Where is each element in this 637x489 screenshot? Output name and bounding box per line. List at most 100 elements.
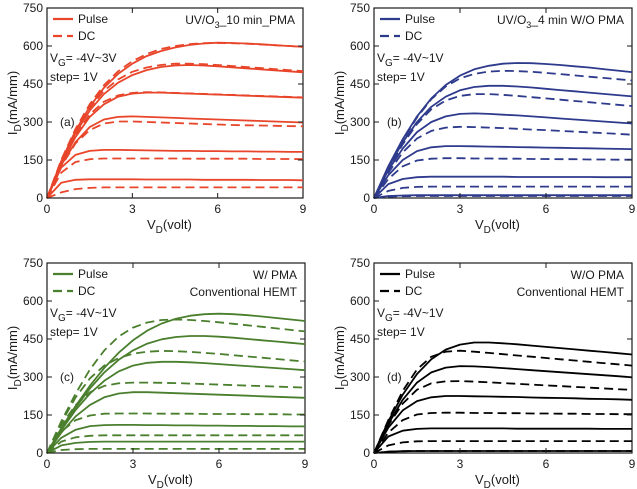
y-tick-label: 600 bbox=[350, 39, 370, 53]
x-tick-label: 6 bbox=[543, 202, 550, 216]
series-line-pulse-3 bbox=[46, 360, 306, 454]
x-axis-label: VD(volt) bbox=[147, 217, 192, 236]
x-axis-label: VD(volt) bbox=[475, 472, 520, 489]
x-tick-label: 9 bbox=[629, 202, 636, 216]
y-axis-label-part-1: D bbox=[340, 379, 351, 386]
panel-title-part-0: UV/O bbox=[185, 13, 214, 27]
series-line-pulse-4 bbox=[46, 335, 306, 454]
series-line-pulse-3 bbox=[373, 365, 633, 454]
y-tick-label: 450 bbox=[350, 77, 370, 91]
series-line-dc-10 bbox=[373, 93, 633, 199]
x-tick-label: 3 bbox=[457, 202, 464, 216]
series-line-pulse-4 bbox=[373, 341, 633, 454]
y-axis-label-part-0: I bbox=[5, 132, 20, 136]
panel-title: UV/O3_4 min W/O PMA bbox=[497, 13, 624, 30]
series-line-pulse-2 bbox=[46, 391, 306, 454]
y-axis-label: ID(mA/mm) bbox=[332, 326, 351, 390]
y-axis-label-part-2: (mA/mm) bbox=[332, 326, 347, 379]
x-axis-label: VD(volt) bbox=[148, 472, 193, 489]
y-tick-label: 150 bbox=[350, 408, 370, 422]
chart-panel-a: 0 3 6 90150300450600750VD(volt)ID(mA/mm)Pul… bbox=[5, 1, 307, 236]
legend-label-pulse: Pulse bbox=[78, 12, 108, 26]
y-axis-label: ID(mA/mm) bbox=[5, 326, 24, 390]
series-line-dc-11 bbox=[46, 318, 306, 454]
series-line-pulse-1 bbox=[46, 423, 305, 454]
y-tick-label: 0 bbox=[363, 446, 370, 460]
y-tick-label: 600 bbox=[23, 294, 43, 308]
gate-voltage-range-part-0: V bbox=[50, 306, 58, 320]
panel-title-part-0: UV/O bbox=[497, 13, 526, 27]
panel-letter: (d) bbox=[387, 370, 402, 384]
legend-label-dc: DC bbox=[405, 29, 423, 43]
series-line-dc-9 bbox=[373, 125, 633, 199]
y-tick-label: 750 bbox=[350, 1, 370, 15]
plot-frame bbox=[373, 262, 633, 454]
legend-label-pulse: Pulse bbox=[405, 267, 435, 281]
y-tick-label: 150 bbox=[23, 153, 43, 167]
series-line-dc-9 bbox=[46, 381, 306, 454]
x-axis-label-part-2: (volt) bbox=[164, 472, 193, 487]
x-tick-label: 3 bbox=[457, 457, 464, 471]
y-axis-label-part-0: I bbox=[332, 132, 347, 136]
chart-panel-d: 0 3 6 90150300450600750VD(volt)ID(mA/mm)Pul… bbox=[332, 256, 636, 489]
legend-label-dc: DC bbox=[405, 284, 423, 298]
y-axis-label-part-2: (mA/mm) bbox=[5, 326, 20, 379]
y-tick-label: 300 bbox=[350, 370, 370, 384]
legend-label-dc: DC bbox=[78, 29, 96, 43]
series-line-pulse-0 bbox=[46, 178, 304, 199]
series-line-dc-7 bbox=[373, 411, 632, 454]
series-line-dc-8 bbox=[373, 380, 633, 454]
x-tick-label: 6 bbox=[543, 457, 550, 471]
x-axis-label-part-1: D bbox=[156, 225, 163, 236]
series-line-dc-8 bbox=[46, 412, 305, 454]
y-axis-label-part-1: D bbox=[13, 124, 24, 131]
series-line-pulse-3 bbox=[373, 112, 633, 199]
chart-panel-c: 0 3 6 90150300450600750VD(volt)ID(mA/mm)Pul… bbox=[5, 256, 309, 489]
series-line-dc-11 bbox=[373, 69, 633, 199]
y-tick-label: 600 bbox=[350, 294, 370, 308]
gate-voltage-range-part-1: G bbox=[58, 58, 66, 69]
x-tick-label: 3 bbox=[130, 457, 137, 471]
x-axis-label-part-2: (volt) bbox=[491, 472, 520, 487]
y-tick-label: 0 bbox=[36, 446, 43, 460]
x-tick-label: 0 bbox=[44, 457, 51, 471]
gate-voltage-range: VG= -4V~1V bbox=[377, 306, 444, 324]
x-tick-label: 9 bbox=[629, 457, 636, 471]
series-line-dc-7 bbox=[46, 157, 304, 199]
series-line-pulse-1 bbox=[46, 148, 303, 199]
y-axis-label-part-1: D bbox=[13, 379, 24, 386]
legend-label-dc: DC bbox=[78, 284, 96, 298]
plot-frame bbox=[46, 7, 304, 199]
plot-frame bbox=[373, 7, 633, 199]
y-tick-label: 450 bbox=[23, 332, 43, 346]
y-tick-label: 450 bbox=[23, 77, 43, 91]
x-axis-label-part-1: D bbox=[484, 225, 491, 236]
step-annotation: step= 1V bbox=[50, 325, 98, 339]
series-line-pulse-3 bbox=[46, 91, 304, 199]
y-tick-label: 0 bbox=[363, 191, 370, 205]
y-tick-label: 150 bbox=[350, 153, 370, 167]
y-tick-label: 300 bbox=[23, 370, 43, 384]
step-annotation: step= 1V bbox=[377, 325, 425, 339]
series-line-dc-7 bbox=[373, 185, 632, 199]
x-axis-label-part-2: (volt) bbox=[163, 217, 192, 232]
x-axis-label: VD(volt) bbox=[475, 217, 520, 236]
series-line-pulse-1 bbox=[373, 175, 632, 199]
series-line-pulse-4 bbox=[373, 84, 633, 199]
panel-title-part-0: W/O PMA bbox=[571, 268, 624, 282]
x-axis-label-part-0: V bbox=[475, 472, 484, 487]
legend-label-pulse: Pulse bbox=[405, 12, 435, 26]
series-line-dc-6 bbox=[373, 440, 632, 454]
panel-title: UV/O3_10 min_PMA bbox=[185, 13, 295, 30]
gate-voltage-range-part-0: V bbox=[377, 51, 385, 65]
gate-voltage-range: VG= -4V~3V bbox=[50, 51, 117, 69]
x-tick-label: 6 bbox=[214, 202, 221, 216]
series-line-dc-6 bbox=[373, 195, 632, 199]
panel-title-part-2: _10 min_PMA bbox=[219, 13, 295, 27]
series-line-dc-7 bbox=[46, 434, 305, 454]
plot-frame bbox=[46, 262, 306, 454]
y-tick-label: 450 bbox=[350, 332, 370, 346]
series-line-dc-11 bbox=[46, 42, 304, 199]
panel-title-part-1: 3 bbox=[215, 20, 220, 30]
y-axis-label-part-0: I bbox=[5, 387, 20, 391]
